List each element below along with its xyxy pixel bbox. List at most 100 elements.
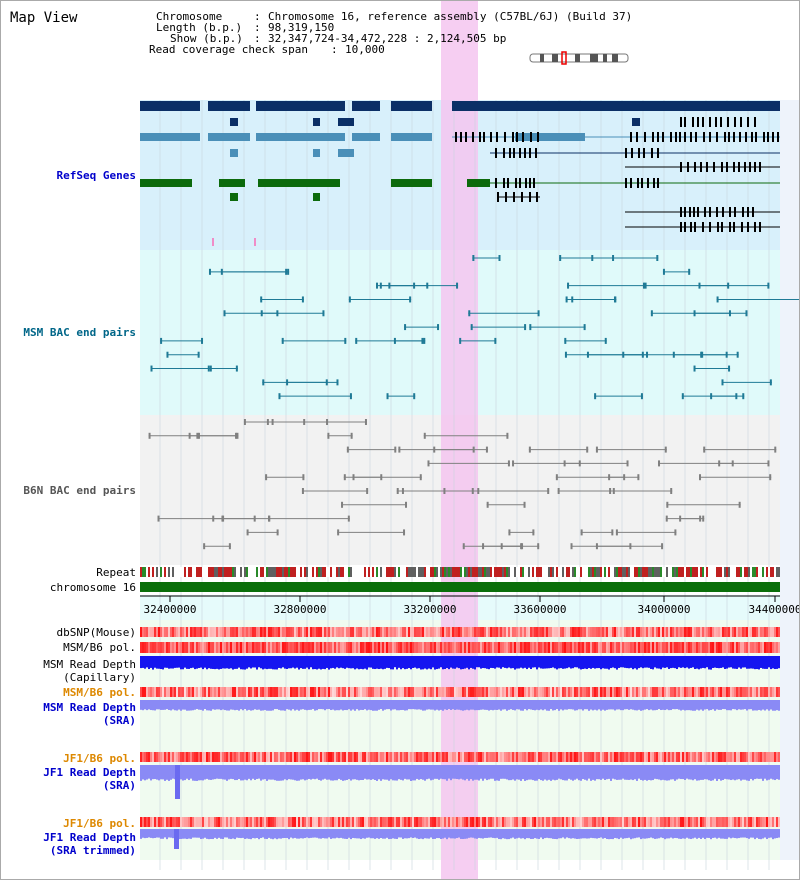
polymorphism-cell	[216, 642, 218, 653]
read-depth-bar	[212, 656, 214, 669]
read-depth-bar	[722, 700, 724, 710]
bac-end	[260, 296, 263, 303]
track-label-msm-read-depth-sra-sub: (SRA)	[102, 714, 136, 727]
polymorphism-cell	[562, 627, 564, 637]
read-depth-bar	[278, 829, 280, 839]
read-depth-bar	[540, 656, 542, 669]
track-label-msm-b6-pol-2[interactable]: MSM/B6 pol.	[63, 686, 136, 699]
track-label-msm-b6-pol[interactable]: MSM/B6 pol.	[63, 641, 136, 654]
gene-exon	[703, 132, 705, 142]
read-depth-bar	[402, 700, 404, 710]
polymorphism-cell	[702, 642, 704, 653]
track-label-msm-read-depth-sra[interactable]: MSM Read Depth	[43, 701, 136, 714]
track-label-chromosome[interactable]: chromosome 16	[49, 581, 136, 594]
ideogram-position-marker	[561, 51, 567, 65]
read-depth-bar	[174, 700, 176, 711]
polymorphism-cell	[726, 817, 728, 827]
polymorphism-cell	[398, 642, 400, 653]
track-label-jf1-b6-pol[interactable]: JF1/B6 pol.	[63, 752, 136, 765]
read-depth-bar	[314, 700, 316, 711]
polymorphism-cell	[570, 752, 572, 762]
read-depth-bar	[500, 829, 502, 840]
read-depth-bar	[490, 700, 492, 710]
bac-end	[471, 488, 474, 494]
repeat-mark	[406, 567, 408, 577]
polymorphism-cell	[724, 642, 726, 653]
polymorphism-cell	[290, 627, 292, 637]
bac-end	[486, 501, 489, 508]
polymorphism-cell	[284, 642, 286, 653]
track-label-msm-bac[interactable]: MSM BAC end pairs	[23, 326, 136, 339]
polymorphism-cell	[414, 752, 416, 762]
read-depth-bar	[152, 765, 154, 780]
polymorphism-cell	[706, 627, 708, 637]
polymorphism-cell	[728, 627, 730, 637]
read-depth-bar	[258, 765, 260, 779]
track-label-msm-read-depth-capillary[interactable]: MSM Read Depth	[43, 658, 136, 671]
read-depth-bar	[602, 656, 604, 669]
polymorphism-cell	[212, 687, 214, 697]
polymorphism-cell	[212, 627, 214, 637]
gene-exon	[525, 178, 527, 188]
polymorphism-cell	[620, 817, 622, 827]
repeat-mark	[666, 567, 668, 577]
polymorphism-cell	[356, 752, 358, 762]
repeat-mark	[616, 567, 618, 577]
polymorphism-cell	[466, 752, 468, 762]
read-depth-bar	[746, 700, 748, 711]
gene-feature	[352, 133, 380, 141]
polymorphism-cell	[558, 642, 560, 653]
read-depth-bar	[584, 829, 586, 839]
polymorphism-cell	[756, 627, 758, 637]
read-depth-bar	[300, 829, 302, 839]
read-depth-bar	[466, 829, 468, 839]
polymorphism-cell	[182, 627, 184, 637]
bac-end	[405, 501, 408, 508]
polymorphism-cell	[194, 687, 196, 697]
read-depth-bar	[146, 700, 148, 711]
polymorphism-cell	[386, 627, 388, 637]
read-depth-bar	[190, 765, 192, 779]
read-depth-bar	[768, 829, 770, 838]
track-label-dbsnp[interactable]: dbSNP(Mouse)	[56, 626, 136, 639]
read-depth-bar	[700, 700, 702, 710]
track-label-jf1-b6-pol-2[interactable]: JF1/B6 pol.	[63, 817, 136, 830]
polymorphism-cell	[590, 687, 592, 697]
polymorphism-cell	[374, 642, 376, 653]
read-depth-bar	[772, 700, 774, 711]
read-depth-bar	[606, 829, 608, 840]
polymorphism-cell	[214, 752, 216, 762]
polymorphism-cell	[490, 627, 492, 637]
gene-exon	[734, 207, 736, 217]
polymorphism-cell	[252, 642, 254, 653]
track-label-b6n-bac[interactable]: B6N BAC end pairs	[23, 484, 136, 497]
repeat-mark	[458, 567, 460, 577]
read-depth-bar	[288, 700, 290, 710]
track-label-repeat[interactable]: Repeat	[96, 566, 136, 579]
read-depth-bar	[256, 765, 258, 779]
repeat-mark	[186, 567, 188, 577]
track-label-jf1-read-depth-trimmed[interactable]: JF1 Read Depth	[43, 831, 136, 844]
polymorphism-cell	[566, 752, 568, 762]
read-depth-bar	[504, 656, 506, 668]
read-depth-bar	[244, 700, 246, 710]
polymorphism-cell	[282, 642, 284, 653]
repeat-mark	[392, 567, 394, 577]
polymorphism-cell	[696, 752, 698, 762]
read-depth-bar	[516, 829, 518, 839]
polymorphism-cell	[156, 752, 158, 762]
read-depth-bar	[226, 765, 228, 781]
read-depth-bar	[374, 656, 376, 670]
polymorphism-cell	[546, 627, 548, 637]
read-depth-bar	[470, 829, 472, 838]
track-label-refseq-genes[interactable]: RefSeq Genes	[56, 169, 136, 182]
polymorphism-cell	[400, 642, 402, 653]
polymorphism-cell	[150, 642, 152, 653]
track-label-jf1-read-depth[interactable]: JF1 Read Depth	[43, 766, 136, 779]
bac-end	[346, 446, 349, 453]
polymorphism-cell	[548, 817, 550, 827]
polymorphism-cell	[762, 627, 764, 637]
polymorphism-cell	[578, 817, 580, 827]
read-depth-bar	[616, 829, 618, 839]
